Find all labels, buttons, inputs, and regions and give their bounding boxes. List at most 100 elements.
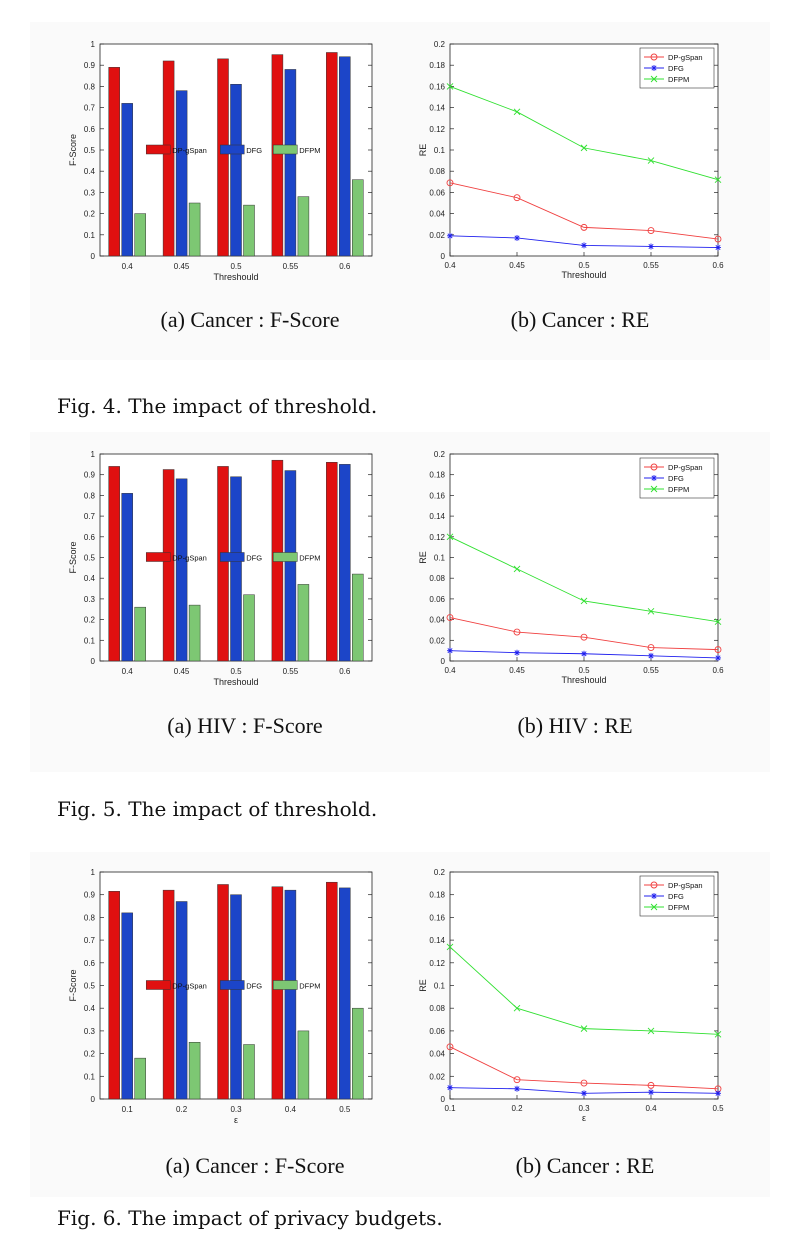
y-tick-label: 0.8 <box>84 913 96 922</box>
bar <box>121 912 133 1100</box>
bar <box>217 884 229 1100</box>
figure-caption: Fig. 4. The impact of threshold. <box>57 394 378 418</box>
y-tick-label: 0.2 <box>434 868 446 877</box>
data-point <box>446 614 454 621</box>
x-tick-label: 0.55 <box>283 262 299 271</box>
y-tick-label: 0.16 <box>429 913 445 922</box>
data-point <box>513 565 521 573</box>
y-tick-label: 0.1 <box>434 982 446 991</box>
x-tick-label: 0.4 <box>444 666 456 675</box>
y-tick-label: 0.2 <box>434 450 446 459</box>
x-tick-label: 0.55 <box>643 261 659 270</box>
y-axis-label: RE <box>418 979 428 992</box>
bar <box>243 1044 255 1100</box>
y-tick-label: 0.08 <box>429 1004 445 1013</box>
y-tick-label: 0.06 <box>429 1027 445 1036</box>
data-point <box>647 1027 655 1035</box>
bar <box>326 462 338 662</box>
y-tick-label: 0.18 <box>429 891 445 900</box>
legend-label: DP-gSpan <box>172 982 207 991</box>
data-point <box>715 654 721 661</box>
y-tick-label: 0.1 <box>84 636 96 645</box>
data-point <box>648 1089 654 1096</box>
bar <box>284 889 297 1100</box>
y-tick-label: 0.08 <box>429 167 445 176</box>
bar <box>162 469 175 662</box>
series-dfpm <box>446 83 722 183</box>
bar <box>121 103 133 257</box>
bar <box>175 90 188 257</box>
bar <box>175 478 188 662</box>
x-tick-label: 0.45 <box>509 666 525 675</box>
bar <box>134 606 146 662</box>
subcaption: (a) HIV : F-Score <box>167 713 323 738</box>
x-tick-label: 0.1 <box>122 1105 134 1114</box>
x-tick-label: 0.45 <box>174 262 190 271</box>
bar <box>243 204 255 257</box>
y-tick-label: 1 <box>91 450 96 459</box>
bar <box>230 84 242 257</box>
series-dp-gspan <box>446 179 722 243</box>
figure-caption: Fig. 5. The impact of threshold. <box>57 797 378 821</box>
bar <box>271 886 284 1100</box>
bar <box>217 58 229 257</box>
data-point <box>650 75 658 83</box>
y-tick-label: 0.4 <box>84 167 96 176</box>
line-chart-hiv-re: 0 0.02 0.04 0.06 0.08 0.1 0.12 0.14 0.16 0.18 0.2 R… <box>418 450 724 685</box>
legend-label: DFPM <box>299 554 320 563</box>
x-axis-label: Threshould <box>213 677 258 687</box>
legend: DP-gSpan DFG DFPM <box>145 980 320 991</box>
x-tick-label: 0.4 <box>122 262 134 271</box>
data-point <box>714 646 722 654</box>
y-tick-label: 0.3 <box>84 188 96 197</box>
bar <box>162 60 175 257</box>
data-point <box>650 881 658 889</box>
y-tick-label: 0.06 <box>429 188 445 197</box>
bar <box>230 894 242 1100</box>
y-tick-label: 0.4 <box>84 574 96 583</box>
data-point <box>581 650 587 657</box>
data-point <box>580 1025 588 1032</box>
y-tick-label: 0.7 <box>84 512 96 521</box>
data-point <box>651 475 657 481</box>
bar <box>284 470 297 662</box>
x-tick-label: 0.5 <box>712 1104 724 1113</box>
y-tick-label: 0.3 <box>84 595 96 604</box>
bar <box>188 604 201 662</box>
legend-label: DFPM <box>668 485 689 494</box>
data-point <box>714 176 722 183</box>
x-tick-label: 0.5 <box>339 1105 351 1114</box>
data-point <box>647 608 655 615</box>
line-chart-cancer-re: 0 0.02 0.04 0.06 0.08 0.1 0.12 0.14 0.16 0.18 0.2 R… <box>418 40 724 280</box>
legend-swatch <box>272 144 298 155</box>
data-point <box>581 1090 587 1097</box>
x-tick-label: 0.3 <box>578 1104 590 1113</box>
legend-swatch <box>272 552 298 562</box>
bar <box>108 466 120 662</box>
data-point <box>648 652 654 659</box>
subcaption: (a) Cancer : F-Score <box>165 1153 345 1178</box>
y-tick-label: 1 <box>91 40 96 49</box>
data-point <box>513 628 521 636</box>
data-point <box>715 244 721 251</box>
x-tick-label: 0.4 <box>122 667 134 676</box>
data-point <box>447 647 453 654</box>
y-tick-label: 0.7 <box>84 936 96 945</box>
y-tick-label: 0 <box>441 1095 446 1104</box>
data-point <box>580 1079 588 1087</box>
y-tick-label: 0.2 <box>434 40 446 49</box>
legend-swatch <box>145 552 171 562</box>
x-tick-label: 0.55 <box>643 666 659 675</box>
y-tick-label: 0 <box>91 1095 96 1104</box>
y-tick-label: 0.3 <box>84 1027 96 1036</box>
y-tick-label: 0 <box>91 657 96 666</box>
y-tick-label: 0.5 <box>84 146 96 155</box>
y-axis-label: RE <box>418 144 428 157</box>
data-point <box>650 53 658 61</box>
y-tick-label: 0.16 <box>429 82 445 91</box>
y-tick-label: 0 <box>91 252 96 261</box>
data-point <box>647 227 655 235</box>
data-point <box>446 943 454 951</box>
data-point <box>447 232 453 239</box>
data-point <box>580 633 588 641</box>
